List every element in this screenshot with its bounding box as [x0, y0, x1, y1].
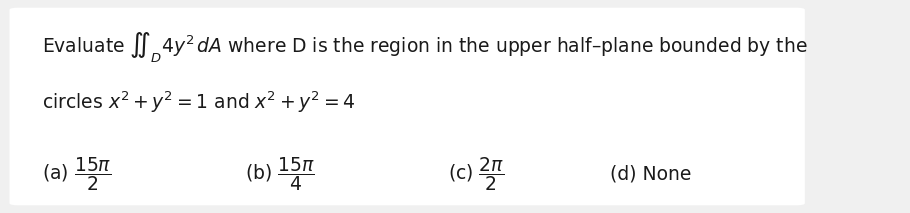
Text: Evaluate $\iint_D 4y^2\, dA$ where D is the region in the upper half–plane bound: Evaluate $\iint_D 4y^2\, dA$ where D is … — [42, 30, 808, 65]
Text: (b) $\dfrac{15\pi}{4}$: (b) $\dfrac{15\pi}{4}$ — [245, 155, 315, 193]
Text: circles $x^2 + y^2 = 1$ and $x^2 + y^2 = 4$: circles $x^2 + y^2 = 1$ and $x^2 + y^2 =… — [42, 89, 356, 115]
Text: (d) None: (d) None — [610, 164, 692, 183]
FancyBboxPatch shape — [9, 8, 804, 205]
Text: (c) $\dfrac{2\pi}{2}$: (c) $\dfrac{2\pi}{2}$ — [448, 155, 504, 193]
Text: (a) $\dfrac{15\pi}{2}$: (a) $\dfrac{15\pi}{2}$ — [42, 155, 111, 193]
